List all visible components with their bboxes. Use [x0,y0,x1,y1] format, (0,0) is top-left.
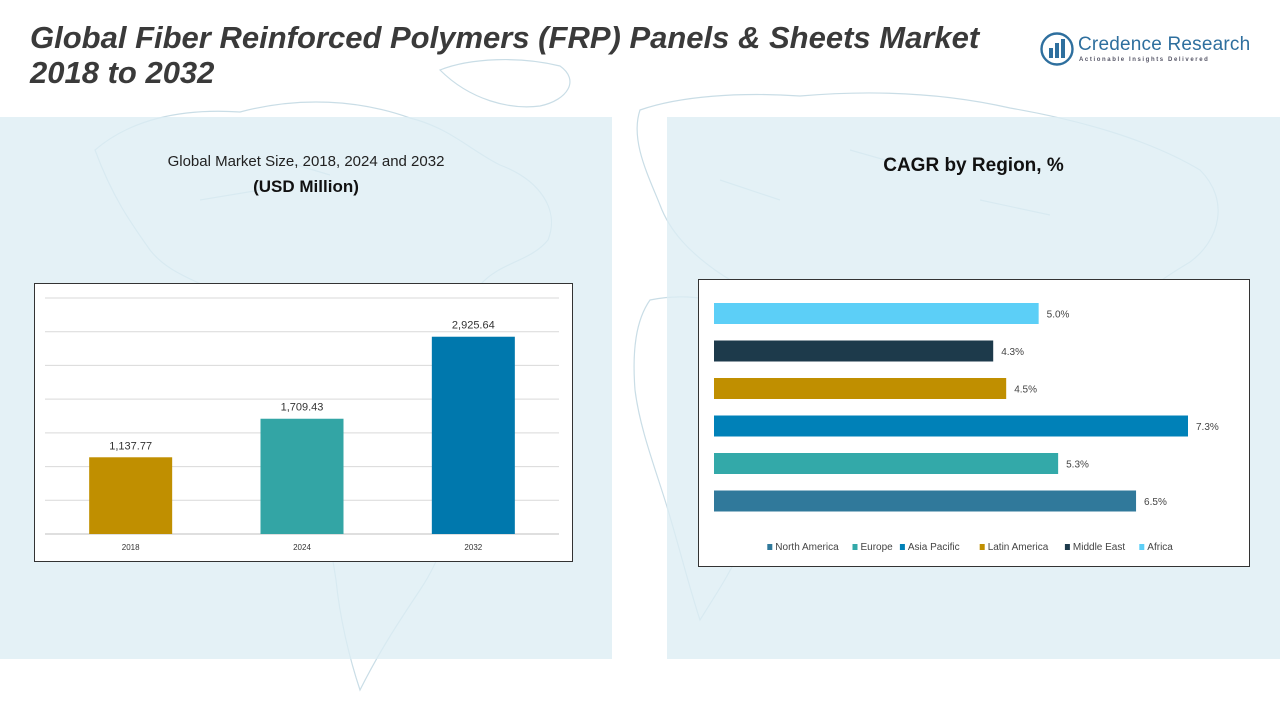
bar-europe [714,453,1059,474]
bar-value-label: 1,137.77 [109,440,152,452]
bar-north-america [714,490,1137,512]
bar-value-label: 4.5% [1014,385,1037,396]
logo-tagline: Actionable Insights Delivered [1079,57,1210,63]
bar-2024 [260,418,344,534]
cagr-horizontal-bar-chart: 6.5% 5.3% 7.3% 4.5% 4.3% 5.0% North America Eur… [714,303,1219,553]
cagr-title: CAGR by Region, % [883,155,1064,176]
market-size-subtitle: Global Market Size, 2018, 2024 and 2032 [167,153,445,170]
legend-label: Latin America [988,542,1049,553]
legend-label: North America [775,542,839,553]
bar-value-label: 5.3% [1066,460,1089,471]
page-title: Global Fiber Reinforced Polymers (FRP) P… [30,20,1020,90]
legend-label: Middle East [1073,542,1125,553]
legend-label: Europe [861,542,894,553]
bar-middle-east [714,340,994,362]
bar-value-label: 4.3% [1001,347,1024,358]
bar-asia-pacific [714,415,1188,437]
legend-swatch [1139,544,1145,550]
bar-2018 [89,457,173,534]
legend-swatch [852,544,858,550]
x-tick-label: 2032 [464,543,482,552]
bar-value-label: 5.0% [1047,310,1070,321]
cagr-chart-frame: 6.5% 5.3% 7.3% 4.5% 4.3% 5.0% North America Eur… [698,279,1250,567]
bar-value-label: 2,925.64 [452,320,495,332]
bar-value-label: 7.3% [1196,422,1219,433]
legend-swatch [1064,544,1070,550]
bar-africa [714,303,1039,324]
market-size-unit: (USD Million) [253,177,359,196]
legend-swatch [767,544,773,550]
legend-label: Africa [1147,542,1173,553]
x-tick-label: 2018 [122,543,140,552]
page-title-line2: 2018 to 2032 [30,55,215,90]
credence-research-logo: Credence Research Actionable Insights De… [1040,30,1255,70]
bar-value-label: 6.5% [1144,497,1167,508]
x-tick-label: 2024 [293,543,311,552]
bar-chart-globe-icon [1040,32,1074,66]
page-title-line1: Global Fiber Reinforced Polymers (FRP) P… [30,20,980,55]
legend-label: Asia Pacific [908,542,960,553]
legend-swatch [979,544,985,550]
bar-value-label: 1,709.43 [281,402,324,414]
market-size-chart-frame: 1,137.77 2018 1,709.43 2024 2,925.64 2032 [34,283,573,562]
bar-2032 [431,336,515,534]
market-size-bar-chart: 1,137.77 2018 1,709.43 2024 2,925.64 2032 [45,297,559,552]
bar-latin-america [714,378,1007,399]
legend-swatch [899,544,905,550]
logo-name: Credence Research [1078,34,1251,55]
